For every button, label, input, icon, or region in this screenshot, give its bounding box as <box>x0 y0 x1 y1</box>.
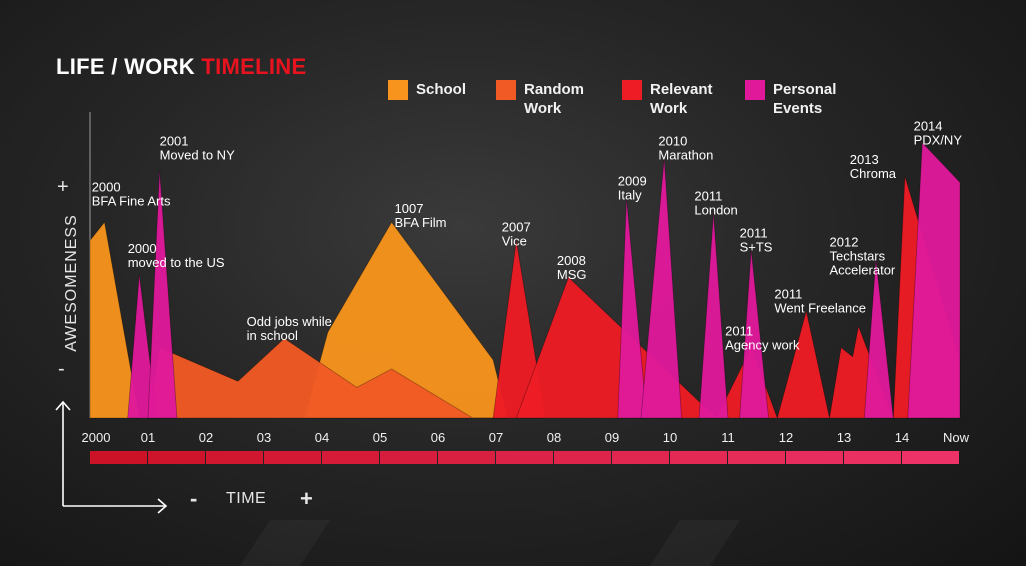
x-tick-labels: 2000 01 02 03 04 05 06 07 08 09 10 11 12 13 14 Now <box>82 430 970 445</box>
time-bar-segment-4 <box>264 451 321 464</box>
y-axis-minus: - <box>58 358 65 380</box>
time-bar-segment-5 <box>322 451 379 464</box>
time-bar-segment-10 <box>612 451 669 464</box>
x-arrow-icon <box>157 498 168 514</box>
area-personal-events-8 <box>907 141 961 419</box>
annotation-11: 2011 S+TS <box>740 226 773 255</box>
annotation-6: 2007 Vice <box>502 219 531 248</box>
legend-swatch-relevant-work <box>622 80 642 100</box>
time-bar-segment-8 <box>496 451 553 464</box>
x-tick-10: 10 <box>663 430 677 445</box>
annotation-4: Odd jobs while in school <box>247 314 332 343</box>
axis-arrows <box>55 400 168 514</box>
annotation-10: 2011 London <box>694 189 737 218</box>
legend-label-school: School <box>416 81 467 98</box>
x-tick-02: 02 <box>199 430 213 445</box>
x-axis-minus: - <box>190 486 198 511</box>
x-axis-plus: + <box>300 486 313 511</box>
x-tick-2000: 2000 <box>82 430 111 445</box>
annotation-2: 2000 moved to the US <box>128 241 225 270</box>
annotation-labels: 2000 BFA Fine Arts 2000 moved to the US 2001… <box>92 118 963 352</box>
area-personal-events-6 <box>739 249 770 419</box>
legend-label-relevant-work: Relevant Work <box>650 81 713 117</box>
time-bar-segment-13 <box>786 451 843 464</box>
x-axis-label: TIME <box>226 490 267 507</box>
area-school-1 <box>89 221 140 419</box>
y-axis-label: AWESOMENESS <box>63 214 80 352</box>
x-tick-08: 08 <box>547 430 561 445</box>
area-relevant-work-2 <box>515 276 778 419</box>
x-tick-12: 12 <box>779 430 793 445</box>
time-bar-segment-2 <box>148 451 205 464</box>
legend-item-random-work: Random Work <box>496 80 584 118</box>
area-school-2 <box>304 221 509 419</box>
annotation-16: 2014 PDX/NY <box>914 118 963 147</box>
annotation-5: 1007 BFA Film <box>395 201 447 230</box>
legend-item-personal-events: Personal Events <box>745 80 836 118</box>
annotation-12: 2011 Agency work <box>725 323 800 352</box>
legend-label-personal-events: Personal Events <box>773 81 837 117</box>
time-bar-segment-14 <box>844 451 901 464</box>
x-tick-11: 11 <box>721 430 735 445</box>
x-tick-07: 07 <box>489 430 503 445</box>
area-personal-events-2 <box>147 170 178 419</box>
background-decoration <box>240 520 740 566</box>
legend-swatch-random-work <box>496 80 516 100</box>
annotation-1: 2000 BFA Fine Arts <box>92 180 171 209</box>
title-prefix: LIFE / WORK <box>56 54 195 79</box>
area-personal-events-7 <box>863 258 894 419</box>
x-tick-05: 05 <box>373 430 387 445</box>
legend-swatch-personal-events <box>745 80 765 100</box>
annotation-7: 2008 MSG <box>557 253 587 282</box>
x-tick-01: 01 <box>141 430 155 445</box>
area-personal-events-4 <box>640 157 683 419</box>
x-tick-09: 09 <box>605 430 619 445</box>
y-axis-plus: + <box>57 176 69 198</box>
x-tick-03: 03 <box>257 430 271 445</box>
x-tick-04: 04 <box>315 430 329 445</box>
x-tick-06: 06 <box>431 430 445 445</box>
area-personal-events-5 <box>698 212 729 419</box>
time-bar-segment-3 <box>206 451 263 464</box>
time-bar-segment-15 <box>902 451 959 464</box>
page-title: LIFE / WORK TIMELINE <box>56 54 306 80</box>
area-personal-events-3 <box>617 197 648 419</box>
annotation-9: 2010 Marathon <box>658 134 713 163</box>
title-highlight: TIMELINE <box>201 54 307 79</box>
time-bar-segment-9 <box>554 451 611 464</box>
annotation-8: 2009 Italy <box>618 173 647 202</box>
time-bar-segment-7 <box>438 451 495 464</box>
legend-item-relevant-work: Relevant Work <box>622 80 713 118</box>
legend-item-school: School <box>388 80 466 100</box>
x-tick-14: 14 <box>895 430 909 445</box>
area-personal-events-1 <box>127 274 158 419</box>
series-shapes <box>89 141 961 419</box>
x-tick-13: 13 <box>837 430 851 445</box>
legend-swatch-school <box>388 80 408 100</box>
time-bar-segment-6 <box>380 451 437 464</box>
annotation-13: 2011 Went Freelance <box>774 287 866 316</box>
legend-label-random-work: Random Work <box>524 81 584 117</box>
time-bar-segment-1 <box>90 451 147 464</box>
time-bar <box>90 451 959 464</box>
x-tick-now: Now <box>943 430 970 445</box>
annotation-15: 2013 Chroma <box>850 152 897 181</box>
annotation-14: 2012 Techstars Accelerator <box>830 235 896 278</box>
time-bar-segment-12 <box>728 451 785 464</box>
annotation-3: 2001 Moved to NY <box>160 134 235 163</box>
time-bar-segment-11 <box>670 451 727 464</box>
